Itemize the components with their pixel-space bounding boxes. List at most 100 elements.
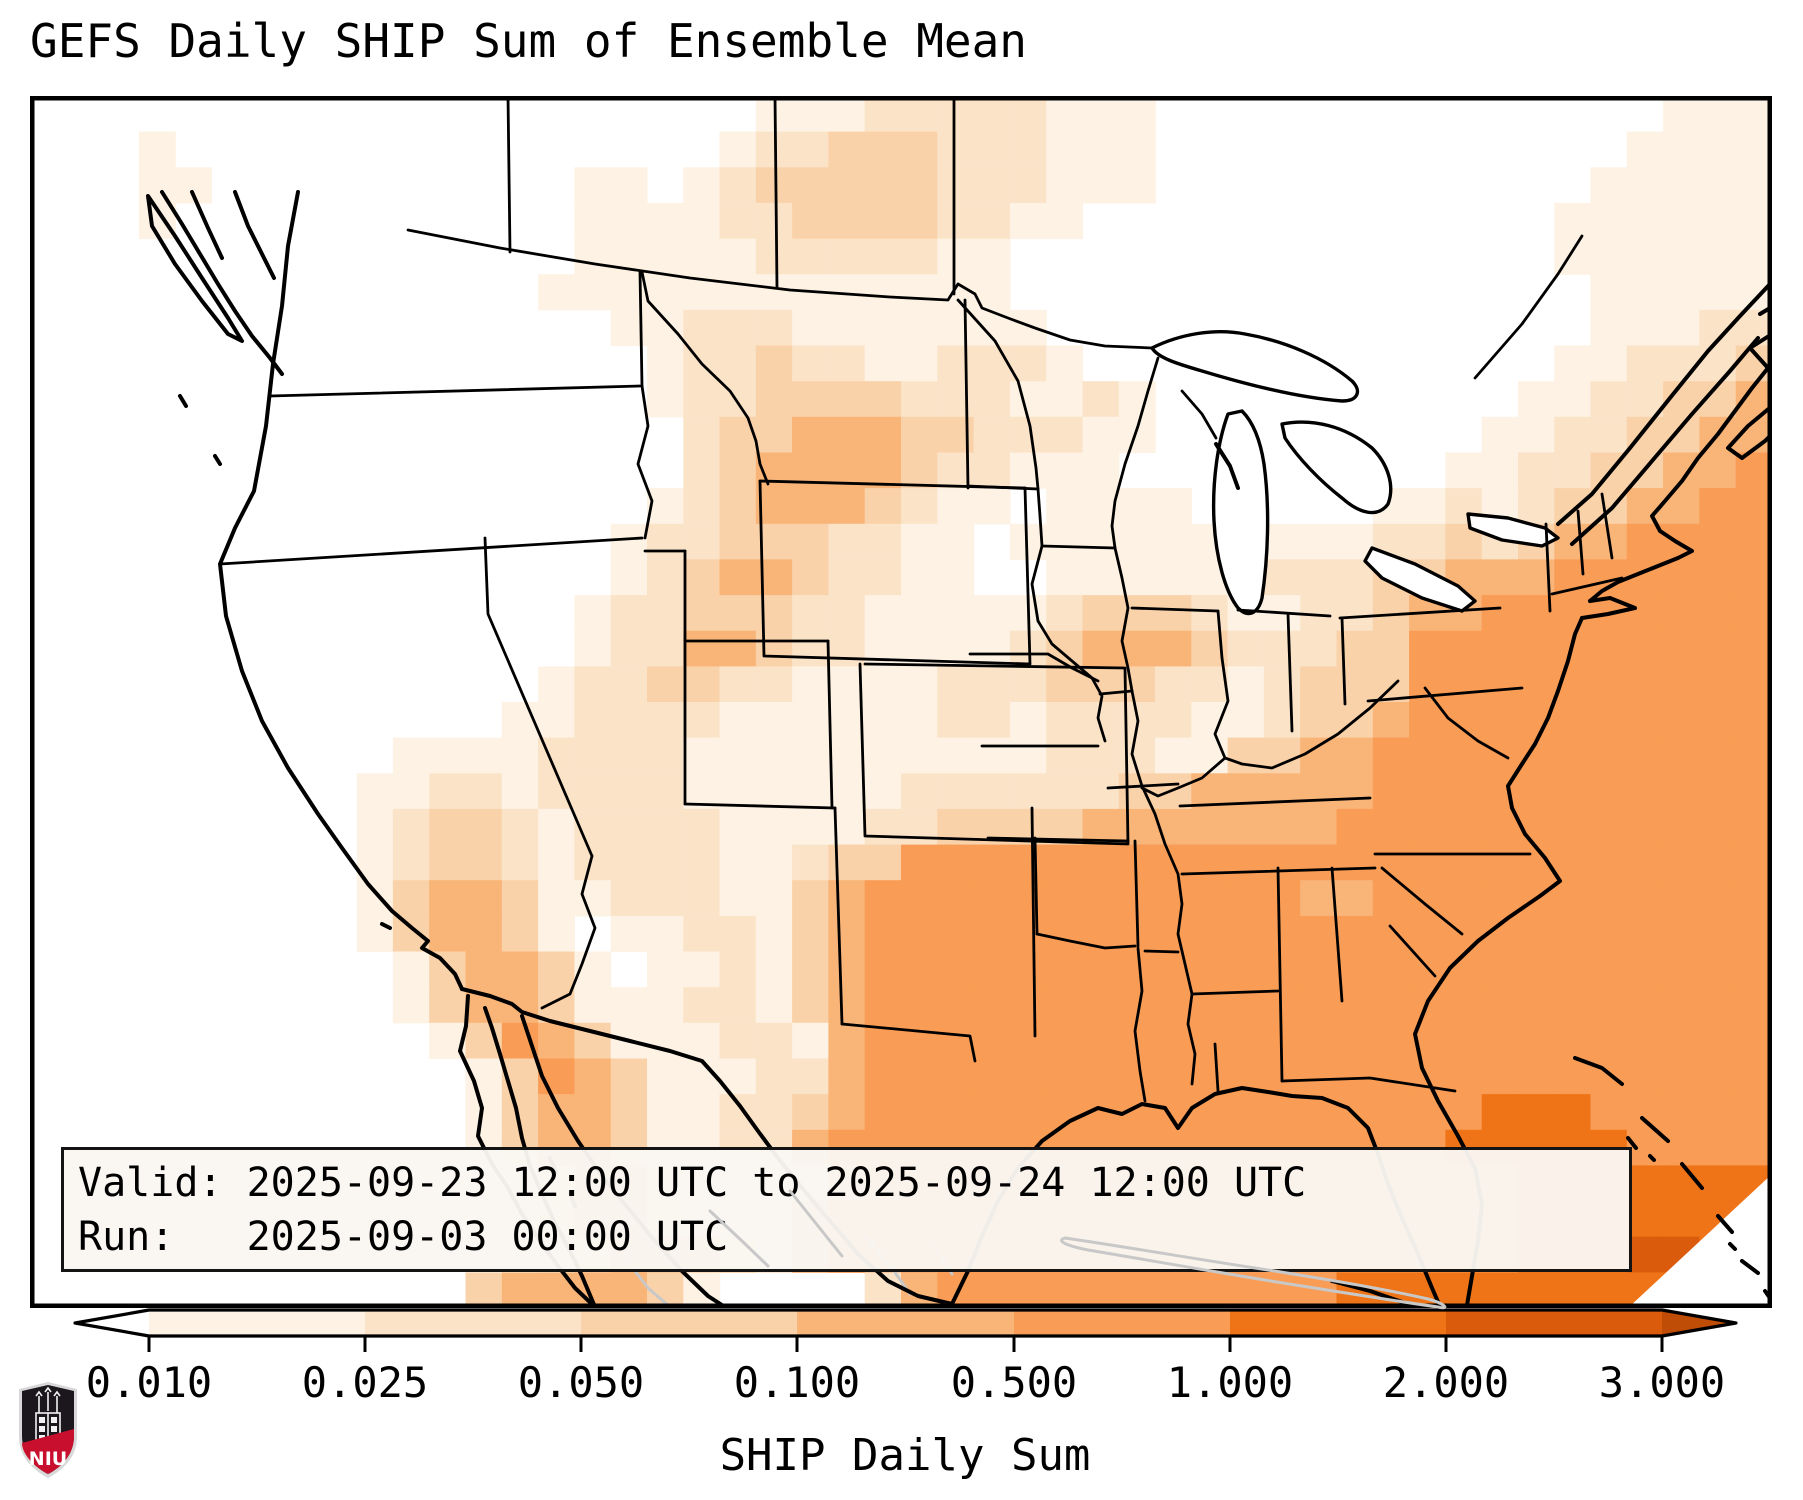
heat-cell <box>1409 773 1446 810</box>
heat-cell <box>719 1022 757 1059</box>
heat-cell <box>1300 987 1338 1024</box>
colorbar-segment <box>581 1310 797 1336</box>
heat-cell <box>465 951 503 988</box>
heat-cell <box>647 987 684 1024</box>
heat-cell <box>1336 666 1374 703</box>
heat-cell <box>828 96 866 133</box>
heat-cell <box>610 167 648 204</box>
heat-cell <box>901 1094 938 1131</box>
heat-cell <box>1046 773 1084 810</box>
heat-cell <box>1554 595 1592 632</box>
heat-cell <box>1227 1022 1265 1059</box>
heat-cell <box>610 987 648 1024</box>
heat-cell <box>138 167 176 204</box>
heat-cell <box>1372 915 1410 953</box>
heat-cell <box>1372 666 1410 703</box>
heat-cell <box>1518 666 1555 703</box>
heat-cell <box>1191 666 1229 703</box>
heat-cell <box>1191 737 1229 774</box>
heat-cell <box>1082 96 1120 133</box>
heat-cell <box>1372 773 1410 810</box>
heat-cell <box>1009 96 1047 133</box>
state-borders <box>218 96 1624 1103</box>
heat-cell <box>719 131 757 168</box>
heat-cell <box>792 987 829 1024</box>
mississippi-river-upper <box>1113 546 1134 693</box>
wa-or-border <box>268 384 642 398</box>
heat-cell <box>864 167 902 204</box>
heat-cell <box>610 595 648 632</box>
or-id-border <box>636 384 654 540</box>
heat-cell <box>356 808 394 846</box>
heat-cell <box>792 1058 829 1095</box>
heat-cell <box>1263 951 1301 988</box>
heat-cell <box>1554 1022 1592 1059</box>
ca-nv-border <box>483 536 594 858</box>
niu-logo-text: NIU <box>29 1448 67 1470</box>
heat-cell <box>1518 951 1555 988</box>
heat-cell <box>755 951 793 988</box>
heat-cell <box>1155 1094 1192 1131</box>
heat-cell <box>973 1022 1011 1059</box>
heat-cell <box>1590 880 1628 917</box>
heat-cell <box>1082 1022 1120 1059</box>
heat-cell <box>1009 1058 1047 1095</box>
heat-cell <box>1735 987 1772 1024</box>
heat-cell <box>1263 666 1301 703</box>
colorbar-tick-label: 2.000 <box>1382 1358 1510 1407</box>
heat-cell <box>538 844 575 881</box>
heat-cell <box>1481 666 1519 703</box>
heat-cell <box>683 416 721 453</box>
heat-cell <box>755 987 793 1024</box>
heat-cell <box>1590 345 1628 382</box>
heat-cell <box>719 844 757 881</box>
heatmap-cells <box>138 96 1772 1308</box>
heat-cell <box>1118 96 1156 133</box>
heat-cell <box>1118 131 1156 168</box>
heat-cell <box>1663 773 1700 810</box>
heat-cell <box>1155 808 1192 846</box>
heat-cell <box>1626 488 1664 525</box>
colorbar-segment <box>1014 1310 1230 1336</box>
heat-cell <box>501 808 539 846</box>
heat-cell <box>864 523 902 560</box>
heat-cell <box>755 309 793 347</box>
heat-cell <box>1663 96 1700 133</box>
heat-cell <box>356 915 394 953</box>
heat-cell <box>1735 630 1772 667</box>
heat-cell <box>1009 309 1047 347</box>
colorado-river-border <box>540 854 597 1010</box>
heat-cell <box>647 274 684 311</box>
heat-cell <box>937 595 975 632</box>
heat-cell <box>1191 702 1229 739</box>
heat-cell <box>1699 595 1737 632</box>
heat-cell <box>1663 238 1700 275</box>
heat-cell <box>792 702 829 739</box>
heat-cell <box>901 595 938 632</box>
puget-inlets <box>190 190 276 280</box>
heat-cell <box>1518 381 1555 418</box>
heat-cell <box>973 345 1011 382</box>
heat-cell <box>610 880 648 917</box>
heat-cell <box>719 951 757 988</box>
heat-cell <box>1191 844 1229 881</box>
heat-cell <box>1481 595 1519 632</box>
heat-cell <box>1445 737 1483 774</box>
heat-cell <box>792 416 829 453</box>
heat-cell <box>937 274 975 311</box>
heat-cell <box>1082 595 1120 632</box>
heat-cell <box>1082 987 1120 1024</box>
heat-cell <box>937 1094 975 1131</box>
heat-cell <box>792 773 829 810</box>
heat-cell <box>1481 559 1519 596</box>
heat-cell <box>1263 773 1301 810</box>
heat-cell <box>973 773 1011 810</box>
heat-cell <box>1300 737 1338 774</box>
heat-cell <box>1518 452 1555 489</box>
heat-cell <box>1155 1058 1192 1095</box>
heat-cell <box>501 880 539 917</box>
mississippi-river-lower <box>1130 689 1197 1086</box>
heat-cell <box>465 1272 503 1308</box>
nm-south-border <box>840 1022 977 1063</box>
heat-cell <box>1046 381 1084 418</box>
